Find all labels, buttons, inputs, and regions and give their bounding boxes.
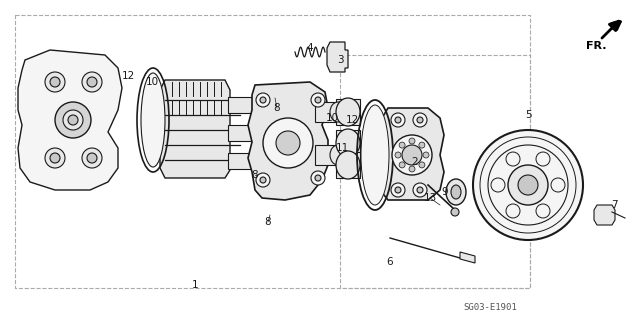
Circle shape (315, 175, 321, 181)
Circle shape (413, 183, 427, 197)
Circle shape (423, 152, 429, 158)
Ellipse shape (330, 145, 346, 165)
Circle shape (402, 145, 422, 165)
Ellipse shape (336, 151, 360, 179)
Circle shape (311, 93, 325, 107)
Circle shape (506, 152, 520, 166)
Ellipse shape (330, 102, 346, 122)
Circle shape (488, 145, 568, 225)
Polygon shape (18, 50, 122, 190)
Circle shape (395, 152, 401, 158)
Text: 11: 11 (335, 143, 349, 153)
Circle shape (311, 171, 325, 185)
Circle shape (413, 113, 427, 127)
Text: 9: 9 (442, 187, 449, 197)
Text: SG03-E1901: SG03-E1901 (463, 302, 517, 311)
Polygon shape (460, 252, 475, 263)
Polygon shape (228, 153, 255, 169)
Circle shape (45, 72, 65, 92)
Ellipse shape (446, 179, 466, 205)
Polygon shape (228, 125, 255, 141)
Text: 10: 10 (325, 113, 339, 123)
Circle shape (391, 183, 405, 197)
Polygon shape (248, 82, 328, 200)
Polygon shape (160, 80, 230, 178)
Circle shape (551, 178, 565, 192)
Text: FR.: FR. (586, 41, 606, 51)
Circle shape (419, 162, 425, 168)
Polygon shape (315, 145, 338, 165)
Circle shape (263, 118, 313, 168)
Text: 2: 2 (412, 157, 419, 167)
Circle shape (536, 204, 550, 218)
Circle shape (392, 135, 432, 175)
Text: 8: 8 (273, 103, 281, 113)
Circle shape (68, 115, 78, 125)
Circle shape (409, 138, 415, 144)
Text: 4: 4 (307, 43, 313, 53)
Circle shape (315, 97, 321, 103)
Polygon shape (327, 42, 348, 72)
Circle shape (260, 97, 266, 103)
Circle shape (87, 153, 97, 163)
Circle shape (395, 117, 401, 123)
Circle shape (451, 208, 459, 216)
Polygon shape (336, 99, 360, 125)
Polygon shape (336, 130, 360, 156)
Circle shape (409, 166, 415, 172)
Polygon shape (336, 152, 360, 178)
Circle shape (399, 162, 405, 168)
Circle shape (50, 77, 60, 87)
Ellipse shape (451, 185, 461, 199)
Circle shape (391, 113, 405, 127)
Circle shape (55, 102, 91, 138)
Text: 3: 3 (337, 55, 343, 65)
Circle shape (260, 177, 266, 183)
Circle shape (50, 153, 60, 163)
Circle shape (506, 204, 520, 218)
Circle shape (473, 130, 583, 240)
Circle shape (82, 72, 102, 92)
Circle shape (82, 148, 102, 168)
Circle shape (256, 173, 270, 187)
Text: 5: 5 (525, 110, 531, 120)
Polygon shape (315, 102, 338, 122)
Ellipse shape (336, 98, 360, 126)
Polygon shape (594, 205, 615, 225)
Ellipse shape (361, 105, 389, 205)
Circle shape (536, 152, 550, 166)
Circle shape (508, 165, 548, 205)
Text: 7: 7 (611, 200, 617, 210)
Text: 1: 1 (192, 280, 198, 290)
Polygon shape (378, 108, 444, 200)
Circle shape (419, 142, 425, 148)
Circle shape (63, 110, 83, 130)
Circle shape (491, 178, 505, 192)
Ellipse shape (336, 129, 360, 157)
Text: 13: 13 (424, 193, 436, 203)
Circle shape (45, 148, 65, 168)
Circle shape (395, 187, 401, 193)
Text: 12: 12 (121, 71, 135, 81)
Text: 8: 8 (265, 217, 272, 227)
Polygon shape (228, 97, 255, 113)
Text: 8: 8 (252, 170, 258, 180)
Circle shape (417, 187, 423, 193)
Ellipse shape (141, 73, 165, 167)
Circle shape (518, 175, 538, 195)
Circle shape (256, 93, 270, 107)
Circle shape (399, 142, 405, 148)
Circle shape (276, 131, 300, 155)
Text: 10: 10 (146, 77, 158, 87)
Text: 12: 12 (345, 115, 358, 125)
Text: 6: 6 (387, 257, 394, 267)
Circle shape (87, 77, 97, 87)
Circle shape (417, 117, 423, 123)
